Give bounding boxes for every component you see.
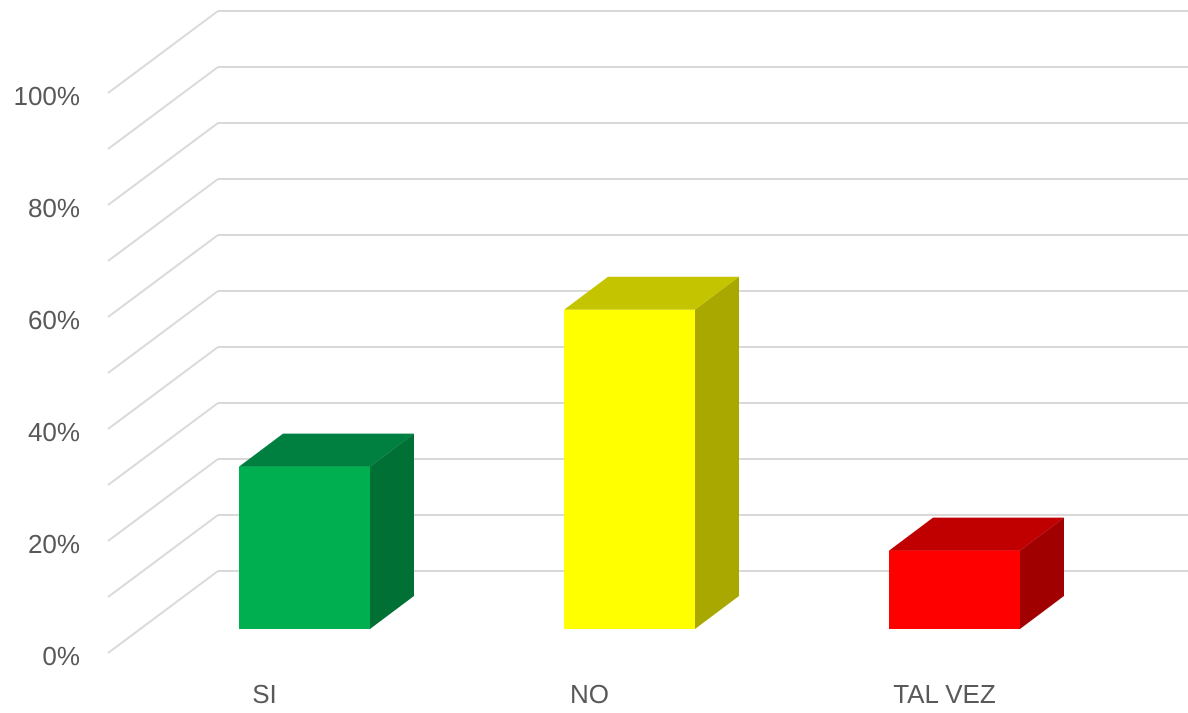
y-tick-label: 20% (28, 529, 80, 559)
y-axis-ticks: 0% 20% 40% 60% 80% 100% (14, 81, 81, 671)
gridline-diagonal (107, 458, 219, 542)
gridline-diagonal (107, 178, 219, 262)
y-tick-label: 60% (28, 305, 80, 335)
x-tick-label: SI (252, 679, 277, 708)
x-tick-label: TAL VEZ (893, 679, 996, 708)
gridline-diagonal (107, 234, 219, 318)
y-tick-label: 40% (28, 417, 80, 447)
bar-top-face (239, 433, 414, 467)
bar-side-face (1020, 517, 1064, 629)
y-tick-label: 80% (28, 193, 80, 223)
bar-front-face (564, 309, 695, 629)
bar-top-face (889, 517, 1064, 551)
gridline-diagonal (107, 402, 219, 486)
x-tick-label: NO (570, 679, 609, 708)
gridline-diagonal (107, 346, 219, 430)
x-axis-ticks: SI NO TAL VEZ (252, 679, 996, 709)
bar-front-face (889, 550, 1020, 629)
bar-tal-vez (889, 517, 1064, 629)
bar-no (564, 276, 739, 629)
gridline-diagonal (107, 66, 219, 150)
gridline-diagonal (107, 290, 219, 374)
y-tick-label: 100% (14, 81, 81, 111)
y-tick-label: 0% (42, 641, 80, 671)
bar-top-face (564, 276, 739, 310)
bar-side-face (695, 276, 739, 629)
bar-side-face (370, 433, 414, 629)
bars (239, 276, 1064, 629)
bar-si (239, 433, 414, 629)
gridline-diagonal (107, 10, 219, 94)
gridline-diagonal (107, 514, 219, 598)
bar-front-face (239, 466, 370, 629)
gridline-diagonal (107, 570, 219, 654)
gridline-diagonal (107, 122, 219, 206)
